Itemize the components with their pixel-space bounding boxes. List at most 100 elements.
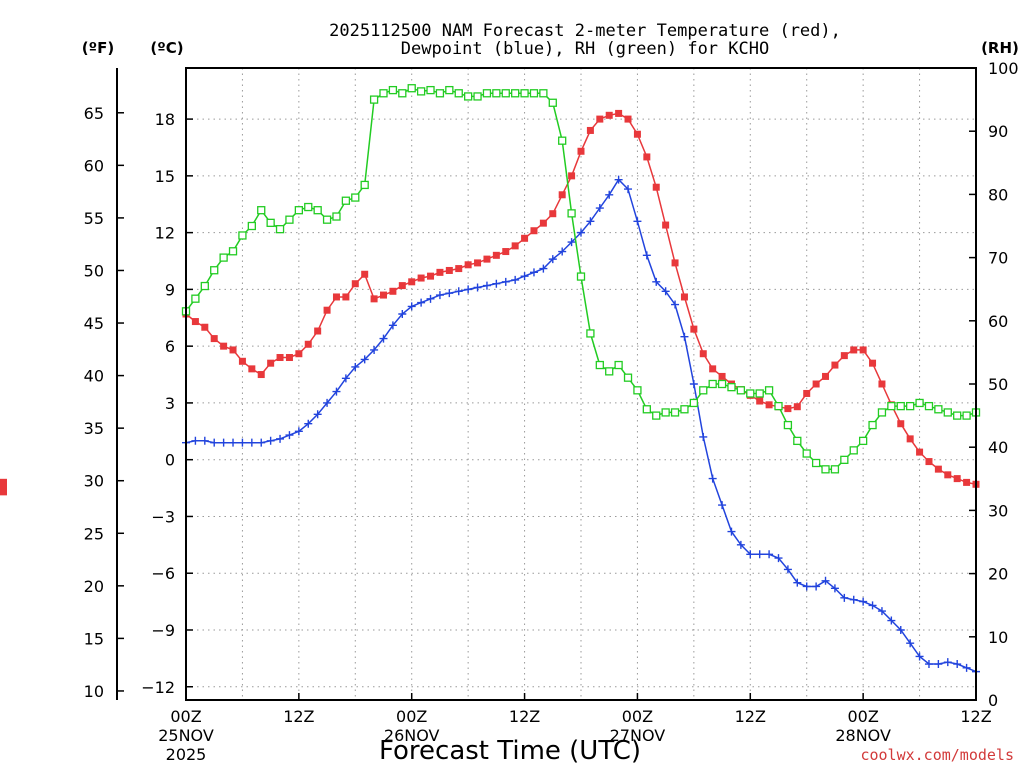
rh-point [219,253,228,262]
dewpoint-point [755,550,764,559]
dewpoint-point [276,434,285,443]
dewpoint-point [586,217,595,226]
dewpoint-point [718,501,727,510]
dewpoint-point [266,436,275,445]
rh-point [736,386,746,395]
dewpoint-point [398,309,407,318]
dewpoint-point [642,251,651,260]
temperature-point [586,126,594,134]
celsius-tick-label: 6 [165,337,175,356]
rh-point [238,231,247,240]
temperature-point [445,266,453,274]
grid-lines [186,68,976,700]
temperature-point [257,371,265,379]
rh-point [511,89,520,98]
dewpoint-point [962,663,971,672]
rh-point [407,84,416,93]
rh-point [210,266,219,275]
rh-point [642,405,651,414]
temperature-point [0,478,7,486]
dewpoint-point [877,607,886,616]
temperature-point [765,401,773,409]
x-tick-label: 00Z [170,707,201,726]
temperature-point [699,350,707,358]
rh-point [463,92,473,101]
dewpoint-point [492,279,501,288]
celsius-tick-label: −12 [141,678,175,697]
temperature-point [229,346,237,354]
dewpoint-point [304,419,313,428]
celsius-unit-label: (ºC) [150,39,183,57]
x-tick-label: 12Z [509,707,540,726]
rh-point [416,87,426,96]
rh-point [830,465,840,474]
temperature-point [474,259,482,267]
rh-tick-label: 90 [988,122,1008,141]
dewpoint-point [360,355,369,364]
rh-point [351,193,360,202]
rh-point [699,386,708,395]
rh-point [953,411,962,420]
rh-point [529,89,539,98]
fahrenheit-tick-label: 40 [84,367,104,386]
rh-point [473,92,482,101]
dewpoint-point [727,527,736,536]
dewpoint-point [285,431,294,440]
dewpoint-point [652,277,661,286]
dewpoint-point [511,275,520,284]
rh-point [614,360,623,370]
rh-point [633,386,642,395]
rh-tick-label: 30 [988,501,1008,520]
x-tick-label: 2025 [166,745,207,764]
dewpoint-point [520,272,529,281]
dewpoint-point [783,565,792,574]
dewpoint-point [802,582,811,591]
x-tick-label: 25NOV [158,726,214,745]
temperature-point [944,471,952,479]
temperature-point [812,380,820,388]
dewpoint-point [407,302,416,311]
temperature-point [568,172,576,180]
rh-point [670,408,680,417]
rh-point [454,89,463,98]
rh-point [887,401,896,411]
series-layer [0,84,981,676]
temperature-point [963,478,971,486]
chart-subtitle: Dewpoint (blue), RH (green) for KCHO [401,39,769,59]
rh-point [924,401,934,411]
chart-title: 2025112500 NAM Forecast 2-meter Temperat… [329,21,841,41]
dewpoint-point [445,289,454,298]
temperature-point [803,389,811,397]
rh-point [435,89,445,98]
temperature-point [953,475,961,483]
celsius-tick-label: 15 [155,167,175,186]
rh-point [341,196,351,205]
rh-point [746,389,755,398]
rh-point [896,401,905,411]
dewpoint-point [210,438,219,447]
axes [116,67,977,701]
dewpoint-point [915,652,924,661]
dewpoint-point [435,291,444,300]
celsius-tick-label: 3 [165,394,175,413]
dewpoint-point [351,362,360,371]
dewpoint-point [624,185,633,194]
temperature-point [709,365,717,373]
dewpoint-point [313,410,322,419]
rh-point [755,389,764,398]
dewpoint-point [501,277,510,286]
dewpoint-point [840,593,849,602]
dewpoint-point [605,190,614,199]
temperature-point [492,251,500,259]
temperature-point [925,458,933,466]
rh-point [332,212,341,221]
dewpoint-point [595,204,604,213]
temperature-point [549,210,557,218]
rh-point [689,398,699,408]
temperature-point [380,291,387,299]
fahrenheit-tick-label: 30 [84,472,104,491]
rh-unit-label: (RH) [981,39,1019,57]
rh-tick-label: 0 [988,691,998,710]
dewpoint-point [426,294,435,303]
rh-point [661,408,670,417]
